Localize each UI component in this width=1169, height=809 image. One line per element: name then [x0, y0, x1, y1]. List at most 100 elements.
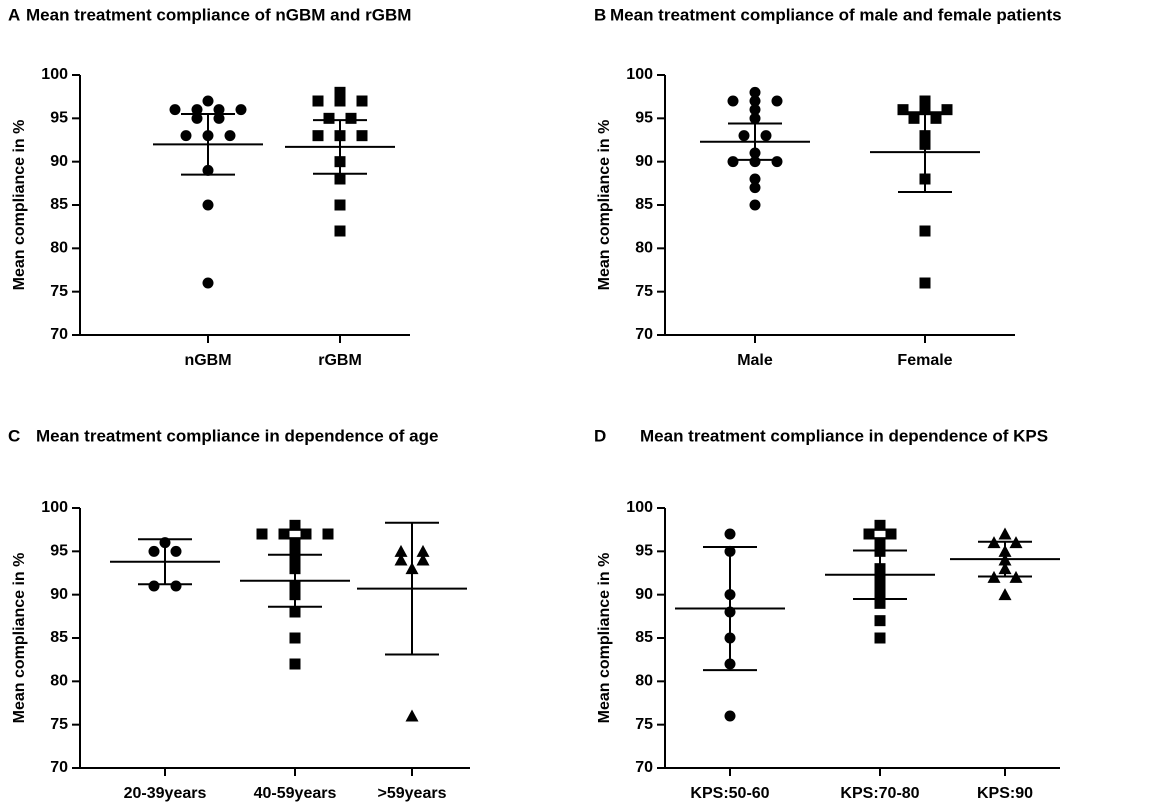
- y-tick-label: 95: [50, 543, 68, 560]
- data-point: [771, 156, 783, 168]
- y-tick-label: 80: [50, 673, 68, 690]
- data-point: [148, 580, 160, 592]
- y-tick-label: 75: [50, 283, 68, 300]
- y-tick-label: 80: [635, 673, 653, 690]
- data-point: [334, 173, 346, 185]
- data-point: [771, 95, 783, 107]
- y-axis-label: Mean compliance in %: [596, 120, 613, 291]
- data-point: [213, 112, 225, 124]
- chart-title: Mean treatment compliance of male and fe…: [610, 5, 1062, 24]
- x-tick-label: Female: [897, 352, 952, 369]
- data-point: [312, 130, 324, 142]
- data-point: [749, 95, 761, 107]
- data-point: [874, 615, 886, 627]
- y-tick-label: 80: [50, 240, 68, 257]
- data-point: [738, 130, 750, 142]
- data-point: [202, 199, 214, 211]
- x-tick-label: KPS:50-60: [690, 785, 769, 802]
- y-tick-label: 95: [50, 110, 68, 127]
- data-point: [289, 606, 301, 618]
- data-point: [191, 104, 203, 116]
- y-tick-label: 70: [635, 326, 653, 343]
- data-point: [394, 544, 408, 557]
- data-point: [224, 130, 236, 142]
- x-tick-label: Male: [737, 352, 773, 369]
- data-point: [334, 95, 346, 107]
- data-point: [322, 528, 334, 540]
- data-point: [749, 104, 761, 116]
- data-point: [908, 112, 920, 124]
- data-point: [334, 199, 346, 211]
- data-point: [727, 156, 739, 168]
- y-tick-label: 95: [635, 110, 653, 127]
- data-point: [724, 528, 736, 540]
- data-point: [312, 95, 324, 107]
- data-point: [356, 130, 368, 142]
- data-point: [749, 86, 761, 98]
- y-axis-label: Mean compliance in %: [596, 553, 613, 724]
- data-point: [919, 225, 931, 237]
- data-point: [749, 112, 761, 124]
- data-point: [874, 519, 886, 531]
- data-point: [345, 112, 357, 124]
- data-point: [930, 112, 942, 124]
- x-tick-label: rGBM: [318, 352, 362, 369]
- data-point: [416, 553, 430, 566]
- panel-letter: A: [8, 5, 20, 24]
- data-point: [300, 528, 312, 540]
- data-point: [180, 130, 192, 142]
- y-axis-label: Mean compliance in %: [11, 553, 28, 724]
- x-tick-label: KPS:90: [977, 785, 1033, 802]
- data-point: [148, 545, 160, 557]
- data-point: [289, 658, 301, 670]
- data-point: [334, 86, 346, 98]
- y-tick-label: 90: [635, 153, 653, 170]
- y-tick-label: 75: [50, 716, 68, 733]
- x-tick-label: 40-59years: [254, 785, 337, 802]
- y-tick-label: 85: [50, 629, 68, 646]
- data-point: [749, 199, 761, 211]
- data-point: [213, 104, 225, 116]
- data-point: [289, 537, 301, 549]
- y-tick-label: 100: [41, 499, 68, 516]
- y-axis-label: Mean compliance in %: [11, 120, 28, 291]
- y-tick-label: 100: [626, 66, 653, 83]
- chart-title: Mean treatment compliance of nGBM and rG…: [26, 5, 411, 24]
- chart-title: Mean treatment compliance in dependence …: [640, 426, 1048, 445]
- data-point: [202, 95, 214, 107]
- data-point: [874, 597, 886, 609]
- data-point: [170, 580, 182, 592]
- data-point: [919, 277, 931, 289]
- y-tick-label: 80: [635, 240, 653, 257]
- data-point: [919, 95, 931, 107]
- y-tick-label: 70: [50, 326, 68, 343]
- y-tick-label: 85: [635, 196, 653, 213]
- data-point: [885, 528, 897, 540]
- y-tick-label: 100: [41, 66, 68, 83]
- data-point: [278, 528, 290, 540]
- y-tick-label: 90: [635, 586, 653, 603]
- y-tick-label: 70: [50, 759, 68, 776]
- data-point: [863, 528, 875, 540]
- data-point: [323, 112, 335, 124]
- data-point: [416, 544, 430, 557]
- x-tick-label: nGBM: [184, 352, 231, 369]
- panel-letter: D: [594, 426, 606, 445]
- data-point: [334, 225, 346, 237]
- data-point: [919, 104, 931, 116]
- y-tick-label: 100: [626, 499, 653, 516]
- data-point: [394, 553, 408, 566]
- data-point: [191, 112, 203, 124]
- x-tick-label: 20-39years: [124, 785, 207, 802]
- y-tick-label: 70: [635, 759, 653, 776]
- y-tick-label: 85: [50, 196, 68, 213]
- data-point: [998, 527, 1012, 540]
- y-tick-label: 90: [50, 153, 68, 170]
- y-tick-label: 85: [635, 629, 653, 646]
- data-point: [874, 537, 886, 549]
- data-point: [405, 709, 419, 722]
- y-tick-label: 75: [635, 283, 653, 300]
- data-point: [289, 632, 301, 644]
- data-point: [256, 528, 268, 540]
